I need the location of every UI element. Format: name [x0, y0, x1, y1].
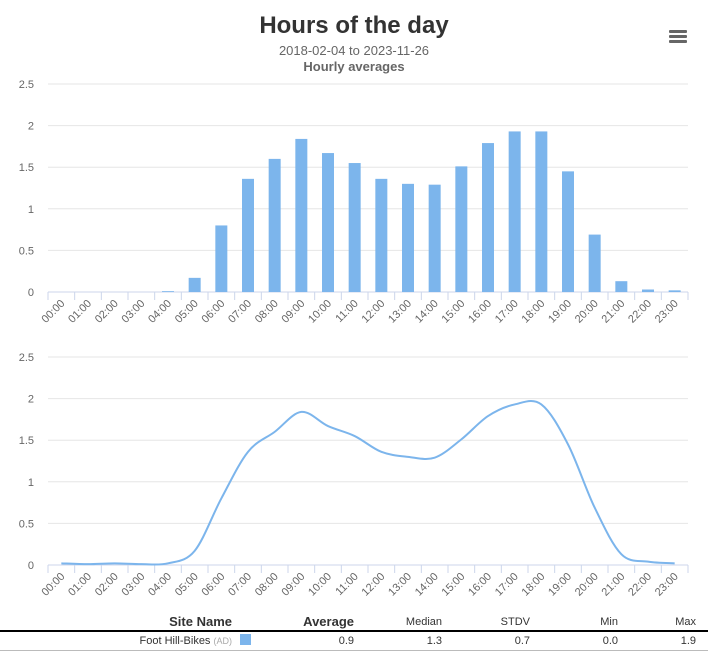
table-header-row: Site Name Average Median STDV Min Max [0, 612, 708, 632]
bar [268, 158, 281, 292]
max-cell: 1.9 [626, 631, 708, 651]
min-cell: 0.0 [538, 631, 626, 651]
y-tick-label: 2 [28, 121, 34, 133]
x-tick-label: 00:00 [40, 571, 68, 599]
bar [455, 166, 468, 292]
col-stdv: STDV [450, 612, 538, 632]
y-tick-label: 1 [28, 477, 34, 489]
chart-title: Hours of the day [259, 12, 449, 39]
bar [535, 131, 548, 292]
bar [375, 178, 388, 292]
x-tick-label: 21:00 [600, 571, 628, 599]
hamburger-icon[interactable] [669, 30, 687, 44]
median-cell: 1.3 [362, 631, 450, 651]
x-tick-label: 08:00 [253, 571, 281, 599]
bar [428, 184, 441, 292]
x-tick-label: 11:00 [333, 571, 360, 598]
x-tick-label: 12:00 [360, 571, 388, 599]
site-tag: (AD) [213, 636, 233, 646]
x-tick-label: 14:00 [413, 571, 441, 599]
table-row: Foot Hill-Bikes (AD) 0.9 1.3 0.7 0.0 1.9 [0, 631, 708, 651]
y-tick-label: 0.5 [19, 245, 34, 257]
bar [322, 153, 334, 292]
bar [215, 225, 228, 292]
y-tick-label: 0 [28, 560, 34, 572]
bar-chart: 00.511.522.500:0001:0002:0003:0004:0005:… [19, 79, 689, 326]
x-tick-label: 23:00 [653, 571, 681, 599]
chart-subtitle: 2018-02-04 to 2023-11-26 [278, 43, 430, 58]
site-cell: Foot Hill-Bikes (AD) [0, 631, 240, 651]
x-tick-label: 04:00 [146, 571, 174, 599]
x-tick-label: 16:00 [466, 571, 494, 599]
x-tick-label: 20:00 [573, 571, 601, 599]
x-tick-label: 01:00 [66, 571, 94, 599]
x-tick-label: 13:00 [386, 571, 414, 599]
bar [402, 183, 414, 292]
site-name: Foot Hill-Bikes [139, 635, 211, 647]
bar [615, 281, 628, 292]
y-tick-label: 1 [28, 204, 34, 216]
x-tick-label: 03:00 [120, 571, 148, 599]
average-cell: 0.9 [268, 631, 362, 651]
x-tick-label: 17:00 [493, 571, 521, 599]
col-min: Min [538, 612, 626, 632]
bar [348, 163, 361, 292]
y-tick-label: 2 [28, 394, 34, 406]
col-average: Average [268, 612, 362, 632]
col-median: Median [362, 612, 450, 632]
bar [188, 277, 201, 292]
x-tick-label: 07:00 [226, 571, 254, 599]
y-tick-label: 1.5 [19, 435, 34, 447]
stats-table: Site Name Average Median STDV Min Max Fo… [0, 612, 708, 651]
y-tick-label: 1.5 [19, 162, 34, 174]
x-tick-label: 15:00 [440, 571, 468, 599]
x-tick-label: 02:00 [93, 571, 121, 599]
bar [242, 178, 254, 292]
x-tick-label: 05:00 [173, 571, 201, 599]
y-tick-label: 0 [28, 287, 34, 299]
stdv-cell: 0.7 [450, 631, 538, 651]
bar [642, 289, 654, 292]
x-tick-label: 10:00 [306, 571, 334, 599]
col-site-name: Site Name [0, 612, 240, 632]
series-line [61, 399, 675, 566]
bar [668, 290, 681, 292]
x-tick-label: 06:00 [200, 571, 228, 599]
bar [508, 131, 521, 292]
bar [588, 234, 601, 292]
bar [562, 171, 574, 292]
col-max: Max [626, 612, 708, 632]
y-tick-label: 2.5 [19, 79, 34, 91]
line-chart: 0 0.5 1 1.5 2 2.5 00:0001:0002:0003:0004:0005:… [19, 352, 689, 599]
x-tick-label: 18:00 [520, 571, 548, 599]
x-tick-label: 09:00 [280, 571, 308, 599]
chart-subtitle-2: Hourly averages [303, 59, 405, 74]
bar [295, 138, 308, 292]
bar [482, 143, 494, 292]
series-swatch [240, 634, 251, 645]
bar [162, 291, 174, 292]
x-tick-label: 22:00 [626, 571, 654, 599]
y-tick-label: 2.5 [19, 352, 34, 364]
y-tick-label: 0.5 [19, 518, 34, 530]
x-tick-label: 19:00 [546, 571, 574, 599]
